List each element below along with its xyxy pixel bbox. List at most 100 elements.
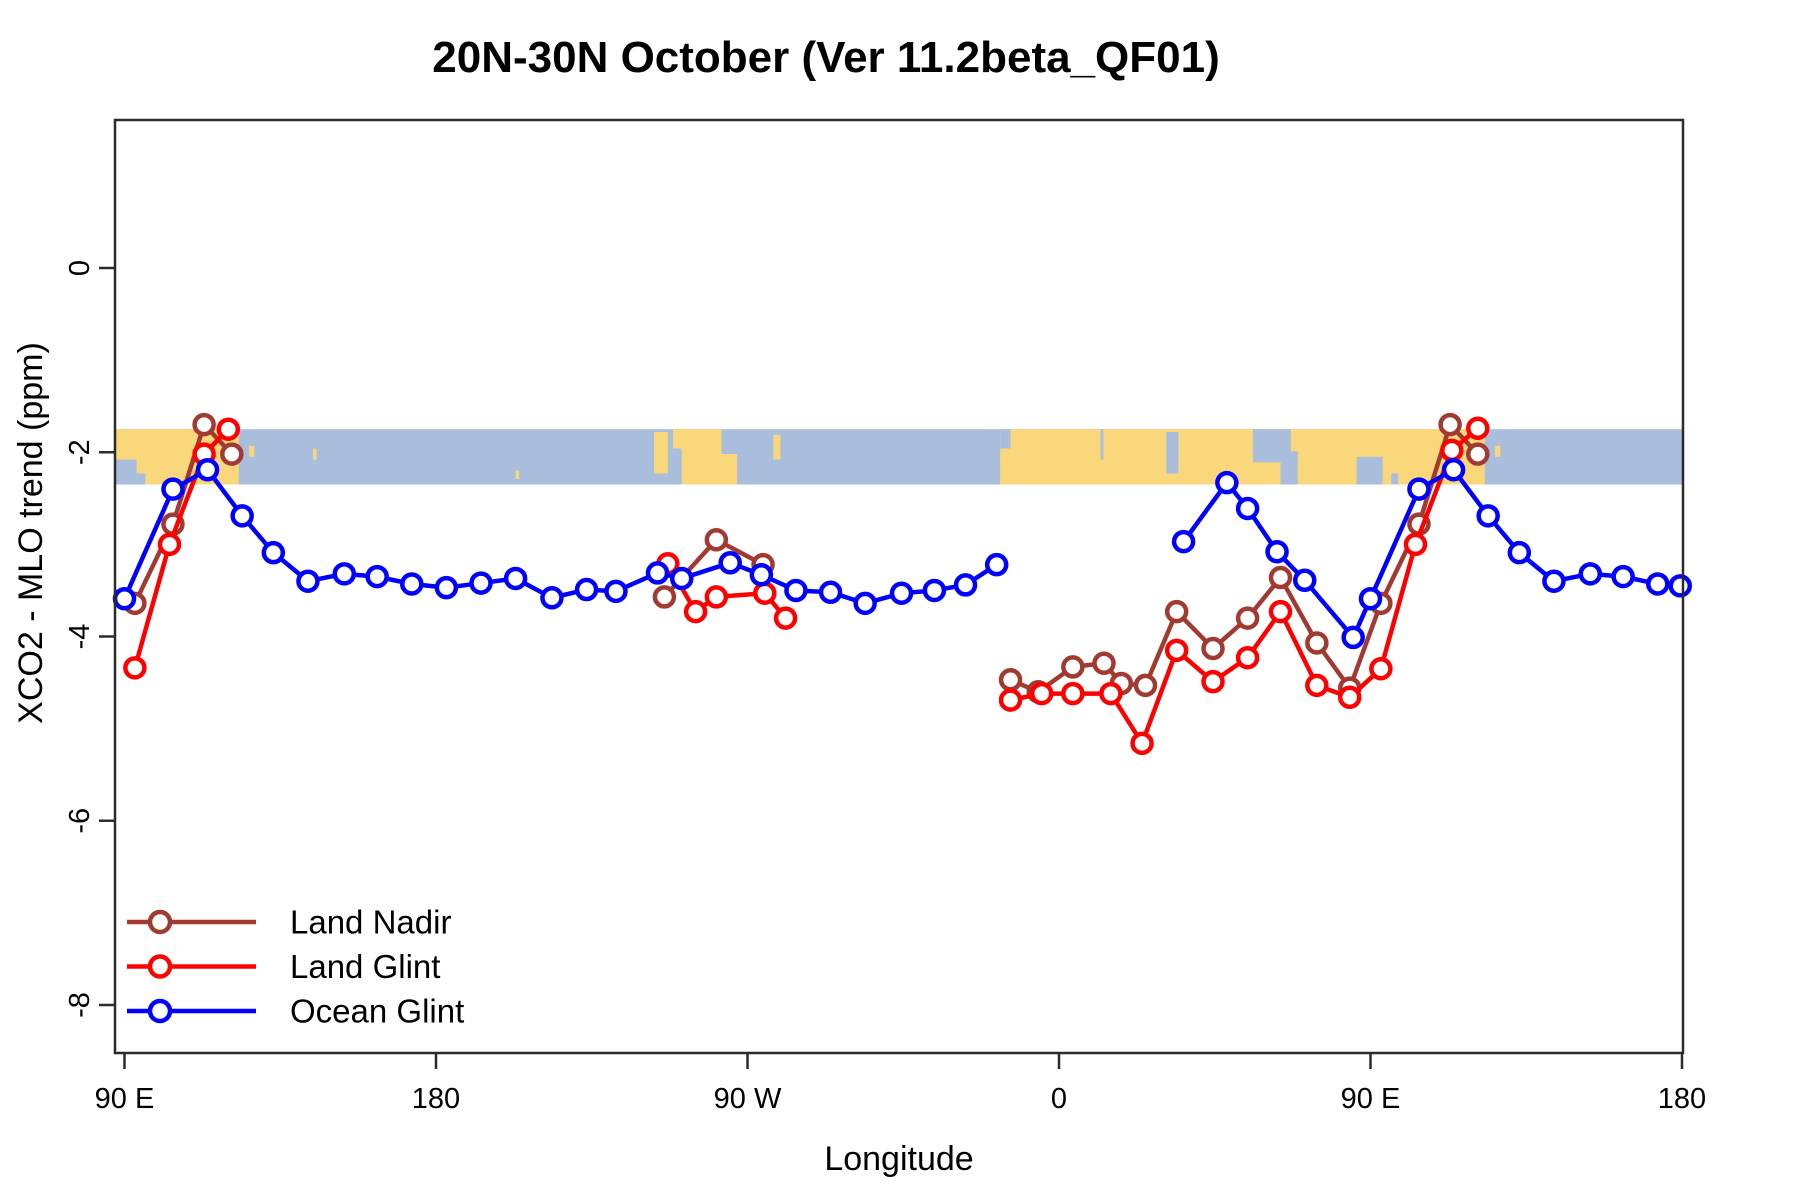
data-point xyxy=(1061,655,1085,679)
data-point xyxy=(1403,532,1428,557)
data-point xyxy=(220,442,244,466)
y-tick-label: -6 xyxy=(64,808,96,834)
data-point xyxy=(1164,599,1189,624)
data-point xyxy=(704,585,729,609)
data-point xyxy=(1476,504,1500,528)
data-point xyxy=(195,458,220,482)
x-axis-title: Longitude xyxy=(824,1140,973,1178)
data-point xyxy=(1268,599,1293,624)
data-point xyxy=(998,668,1023,692)
data-point xyxy=(1337,685,1362,710)
band-land-segment xyxy=(313,448,317,460)
data-point xyxy=(1268,565,1293,590)
data-point xyxy=(400,572,424,596)
series-line xyxy=(1181,467,1683,640)
data-point xyxy=(1292,568,1317,593)
y-tick-label: -4 xyxy=(64,624,96,650)
band-land-segment xyxy=(773,434,781,460)
band-ocean-segment xyxy=(136,473,146,485)
data-point xyxy=(1201,636,1225,661)
data-point xyxy=(669,566,694,591)
data-point xyxy=(469,571,493,595)
legend-item-ocean-glint: Ocean Glint xyxy=(127,993,464,1030)
data-point xyxy=(230,504,254,528)
data-point xyxy=(1407,477,1431,501)
data-point xyxy=(889,581,914,605)
data-point xyxy=(818,580,843,605)
data-point xyxy=(683,599,708,624)
data-point xyxy=(604,579,628,604)
data-point xyxy=(645,561,670,585)
data-point xyxy=(1542,569,1566,593)
legend-label: Ocean Glint xyxy=(290,993,464,1030)
chart-title: 20N-30N October (Ver 11.2beta_QF01) xyxy=(432,33,1219,82)
data-point xyxy=(718,551,742,575)
data-point xyxy=(1466,416,1490,441)
data-point xyxy=(161,477,185,501)
band-land-segment xyxy=(1000,429,1485,485)
band-land-segment xyxy=(249,445,255,457)
plot-border xyxy=(113,118,1685,1055)
data-point xyxy=(1358,586,1383,611)
series-line xyxy=(132,426,231,671)
legend-marker xyxy=(147,998,173,1024)
band-ocean-segment xyxy=(1100,429,1104,460)
data-point xyxy=(922,578,947,603)
data-point xyxy=(216,417,241,441)
data-point xyxy=(1061,681,1085,706)
data-point xyxy=(1164,638,1189,663)
data-point xyxy=(953,573,978,597)
data-point xyxy=(749,563,774,587)
data-point xyxy=(1305,631,1329,655)
series-line xyxy=(1008,422,1481,695)
data-point xyxy=(1130,731,1154,756)
x-tick-label: 0 xyxy=(1051,1083,1067,1115)
data-point xyxy=(1441,458,1466,482)
legend-marker xyxy=(147,954,173,979)
data-point xyxy=(1235,645,1260,670)
y-tick-label: -2 xyxy=(64,439,96,465)
band-ocean-segment xyxy=(1280,451,1298,485)
band-ocean-segment xyxy=(1166,431,1179,474)
x-tick-label: 90 W xyxy=(714,1083,782,1115)
data-point xyxy=(784,578,808,603)
band-ocean-segment xyxy=(1000,429,1011,449)
data-point xyxy=(773,606,798,630)
data-point xyxy=(1215,470,1239,495)
data-point xyxy=(1369,656,1393,681)
data-point xyxy=(192,412,216,437)
data-point xyxy=(1341,625,1365,650)
data-point xyxy=(1265,539,1289,564)
data-point xyxy=(1201,669,1225,694)
data-point xyxy=(157,532,182,557)
data-point xyxy=(1133,673,1158,698)
data-point xyxy=(1171,529,1196,554)
y-axis-title: XCO2 - MLO trend (ppm) xyxy=(12,342,50,724)
data-point xyxy=(1305,673,1329,698)
data-point xyxy=(984,552,1009,577)
data-point xyxy=(704,528,729,552)
legend-marker xyxy=(147,909,173,935)
data-point xyxy=(112,586,137,611)
data-point xyxy=(1235,606,1260,630)
series-line xyxy=(122,467,999,606)
data-point xyxy=(1507,540,1532,565)
data-point xyxy=(998,688,1023,712)
data-point xyxy=(1611,564,1635,589)
data-point xyxy=(123,656,147,680)
data-point xyxy=(1466,442,1490,466)
band-ocean-segment xyxy=(1391,473,1399,485)
data-point xyxy=(1029,681,1054,706)
legend: Land Nadir Land Glint Ocean Glint xyxy=(127,904,464,1030)
data-point xyxy=(1668,574,1693,598)
legend-label: Land Glint xyxy=(290,948,440,985)
x-tick-label: 180 xyxy=(1658,1083,1706,1115)
x-tick-label: 180 xyxy=(412,1083,460,1115)
x-tick-label: 90 E xyxy=(95,1083,155,1115)
data-point xyxy=(503,566,528,591)
x-tick-label: 90 E xyxy=(1341,1083,1401,1115)
series-ocean-glint xyxy=(112,458,1693,650)
data-point xyxy=(1092,651,1116,675)
